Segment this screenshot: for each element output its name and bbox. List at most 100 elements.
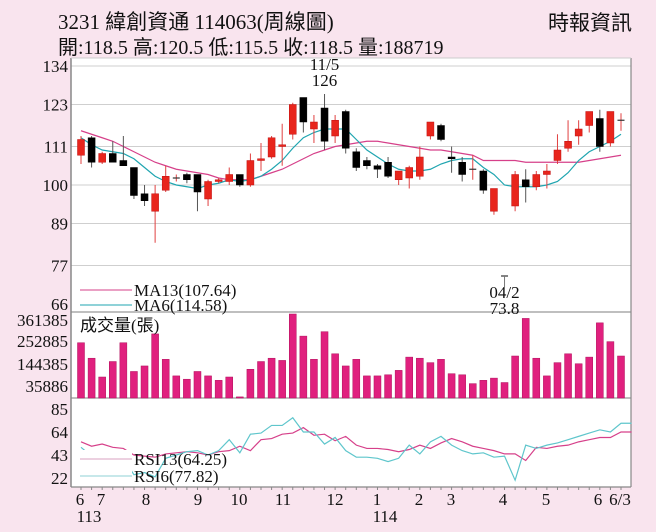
candle-body — [606, 111, 615, 144]
price-tick-label: 77 — [51, 257, 69, 276]
candle-body — [77, 139, 85, 156]
candle-body — [267, 137, 276, 158]
volume-bar — [225, 376, 233, 399]
volume-tick-label: 361385 — [17, 311, 68, 330]
volume-tick-label: 252885 — [17, 332, 68, 351]
chart-plot-area — [71, 58, 631, 487]
candle-body — [543, 170, 551, 175]
x-tick-label: 8 — [142, 490, 151, 509]
candlestick — [278, 123, 286, 166]
candle-body — [225, 174, 233, 182]
volume-bar — [109, 361, 117, 399]
volume-bar — [341, 365, 350, 399]
candlestick — [564, 120, 572, 152]
candle-body — [278, 144, 286, 147]
volume-bar — [384, 374, 392, 399]
x-tick-label: 5 — [542, 490, 551, 509]
x-tick-label: 9 — [194, 490, 203, 509]
candlestick — [310, 115, 318, 143]
volume-bar — [77, 342, 85, 399]
volume-bar — [151, 333, 159, 399]
volume-bar — [193, 371, 202, 399]
rsi-tick-label: 85 — [51, 400, 68, 419]
candle-body — [405, 167, 413, 179]
candle-body — [553, 149, 562, 161]
volume-title: 成交量(張) — [80, 316, 159, 335]
candle-body — [214, 179, 223, 182]
candlestick — [289, 102, 297, 140]
candlestick — [574, 120, 583, 145]
candlestick — [437, 123, 445, 142]
candlestick — [405, 165, 413, 189]
volume-bar — [543, 375, 551, 399]
volume-bar — [596, 322, 604, 399]
candlestick — [204, 179, 212, 206]
candle-body — [109, 153, 117, 163]
candlestick — [320, 94, 329, 150]
candle-body — [564, 141, 572, 149]
volume-bar — [130, 371, 138, 399]
x-tick-label: 1 — [373, 490, 382, 509]
candlestick — [426, 121, 435, 140]
low-annotation-value: 73.8 — [490, 299, 520, 318]
volume-bar — [416, 357, 424, 399]
candle-body — [490, 188, 498, 212]
candlestick — [479, 169, 488, 194]
candlestick — [416, 146, 424, 180]
volume-bar — [447, 373, 456, 399]
volume-bar — [98, 376, 106, 399]
candlestick — [521, 169, 530, 203]
candle-body — [532, 174, 541, 187]
candle-body — [257, 158, 265, 161]
price-tick-label: 111 — [44, 138, 68, 157]
x-tick-label: 3 — [447, 490, 456, 509]
candle-body — [458, 162, 466, 175]
candle-body — [161, 176, 170, 191]
rsi-legend-bg — [78, 450, 132, 484]
rsi-tick-label: 64 — [51, 423, 69, 442]
candle-body — [521, 179, 530, 187]
rsi6-legend-label: RSI6(77.82) — [134, 467, 219, 486]
chart-title: 3231 緯創資通 114063(周線圖) — [58, 10, 334, 34]
volume-tick-label: 35886 — [26, 377, 69, 396]
candlestick — [87, 136, 96, 168]
volume-bar — [289, 313, 297, 399]
volume-bar — [183, 378, 191, 399]
candlestick — [77, 136, 85, 164]
volume-bar — [500, 382, 509, 399]
volume-bar — [257, 361, 265, 399]
volume-bar — [310, 359, 318, 399]
volume-bar — [320, 331, 329, 399]
candle-body — [193, 174, 202, 193]
volume-bar — [469, 383, 477, 399]
volume-bar — [553, 362, 562, 399]
x-tick-label: 2 — [415, 490, 424, 509]
candlestick — [352, 148, 361, 171]
candle-body — [119, 160, 128, 166]
price-tick-label: 100 — [43, 176, 69, 195]
candle-body — [341, 111, 350, 149]
volume-bar — [267, 357, 276, 399]
candle-body — [140, 193, 149, 201]
price-tick-label: 123 — [43, 96, 69, 115]
candle-body — [596, 118, 604, 147]
volume-bar — [617, 355, 625, 399]
volume-bar — [352, 359, 361, 399]
candlestick — [532, 171, 541, 191]
x-tick-label: 4 — [499, 490, 508, 509]
candlestick — [236, 174, 244, 187]
ma6-line — [80, 128, 622, 190]
price-tick-label: 134 — [43, 57, 69, 76]
volume-bar — [172, 375, 181, 399]
volume-bar — [246, 369, 255, 399]
candlestick — [447, 146, 456, 173]
candlestick — [543, 164, 551, 189]
x-tick-label: 7 — [97, 490, 106, 509]
candle-body — [426, 121, 435, 137]
candlestick — [183, 172, 191, 184]
volume-bar — [437, 359, 445, 399]
volume-bar — [278, 360, 286, 399]
volume-bar — [574, 363, 583, 399]
candle-body — [151, 193, 159, 212]
x-tick-label: 6 — [594, 490, 603, 509]
